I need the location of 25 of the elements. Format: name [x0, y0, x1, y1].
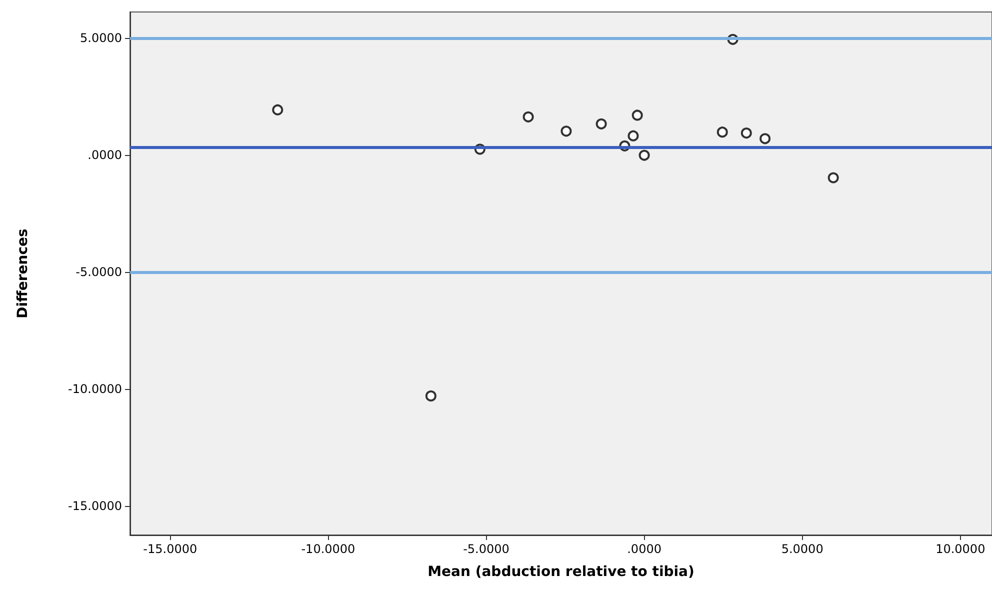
y-tick-label: .0000 — [88, 148, 122, 162]
x-tick-label: 5.0000 — [781, 542, 824, 556]
x-tick-label: -5.0000 — [463, 542, 510, 556]
point — [716, 126, 728, 138]
x-axis-title: Mean (abduction relative to tibia) — [428, 564, 694, 580]
x-tick-label: .0000 — [627, 542, 662, 556]
point — [522, 111, 534, 122]
point — [272, 104, 284, 116]
y-tick-label: -5.0000 — [76, 264, 122, 279]
point — [828, 172, 839, 184]
x-tick-label: 10.0000 — [936, 542, 986, 556]
y-tick-label: -15.0000 — [68, 498, 122, 513]
point — [632, 110, 643, 121]
y-axis-title: Differences — [15, 228, 31, 318]
point — [760, 133, 771, 144]
point — [596, 118, 607, 130]
point — [425, 390, 436, 402]
x-tick-label: -15.0000 — [143, 542, 198, 556]
y-tick-label: -10.0000 — [68, 382, 122, 396]
point — [628, 130, 639, 142]
x-tick-label: -10.0000 — [301, 542, 356, 556]
point — [740, 128, 752, 139]
point — [638, 150, 650, 161]
y-tick-label: 5.0000 — [80, 30, 122, 45]
point — [560, 126, 572, 137]
